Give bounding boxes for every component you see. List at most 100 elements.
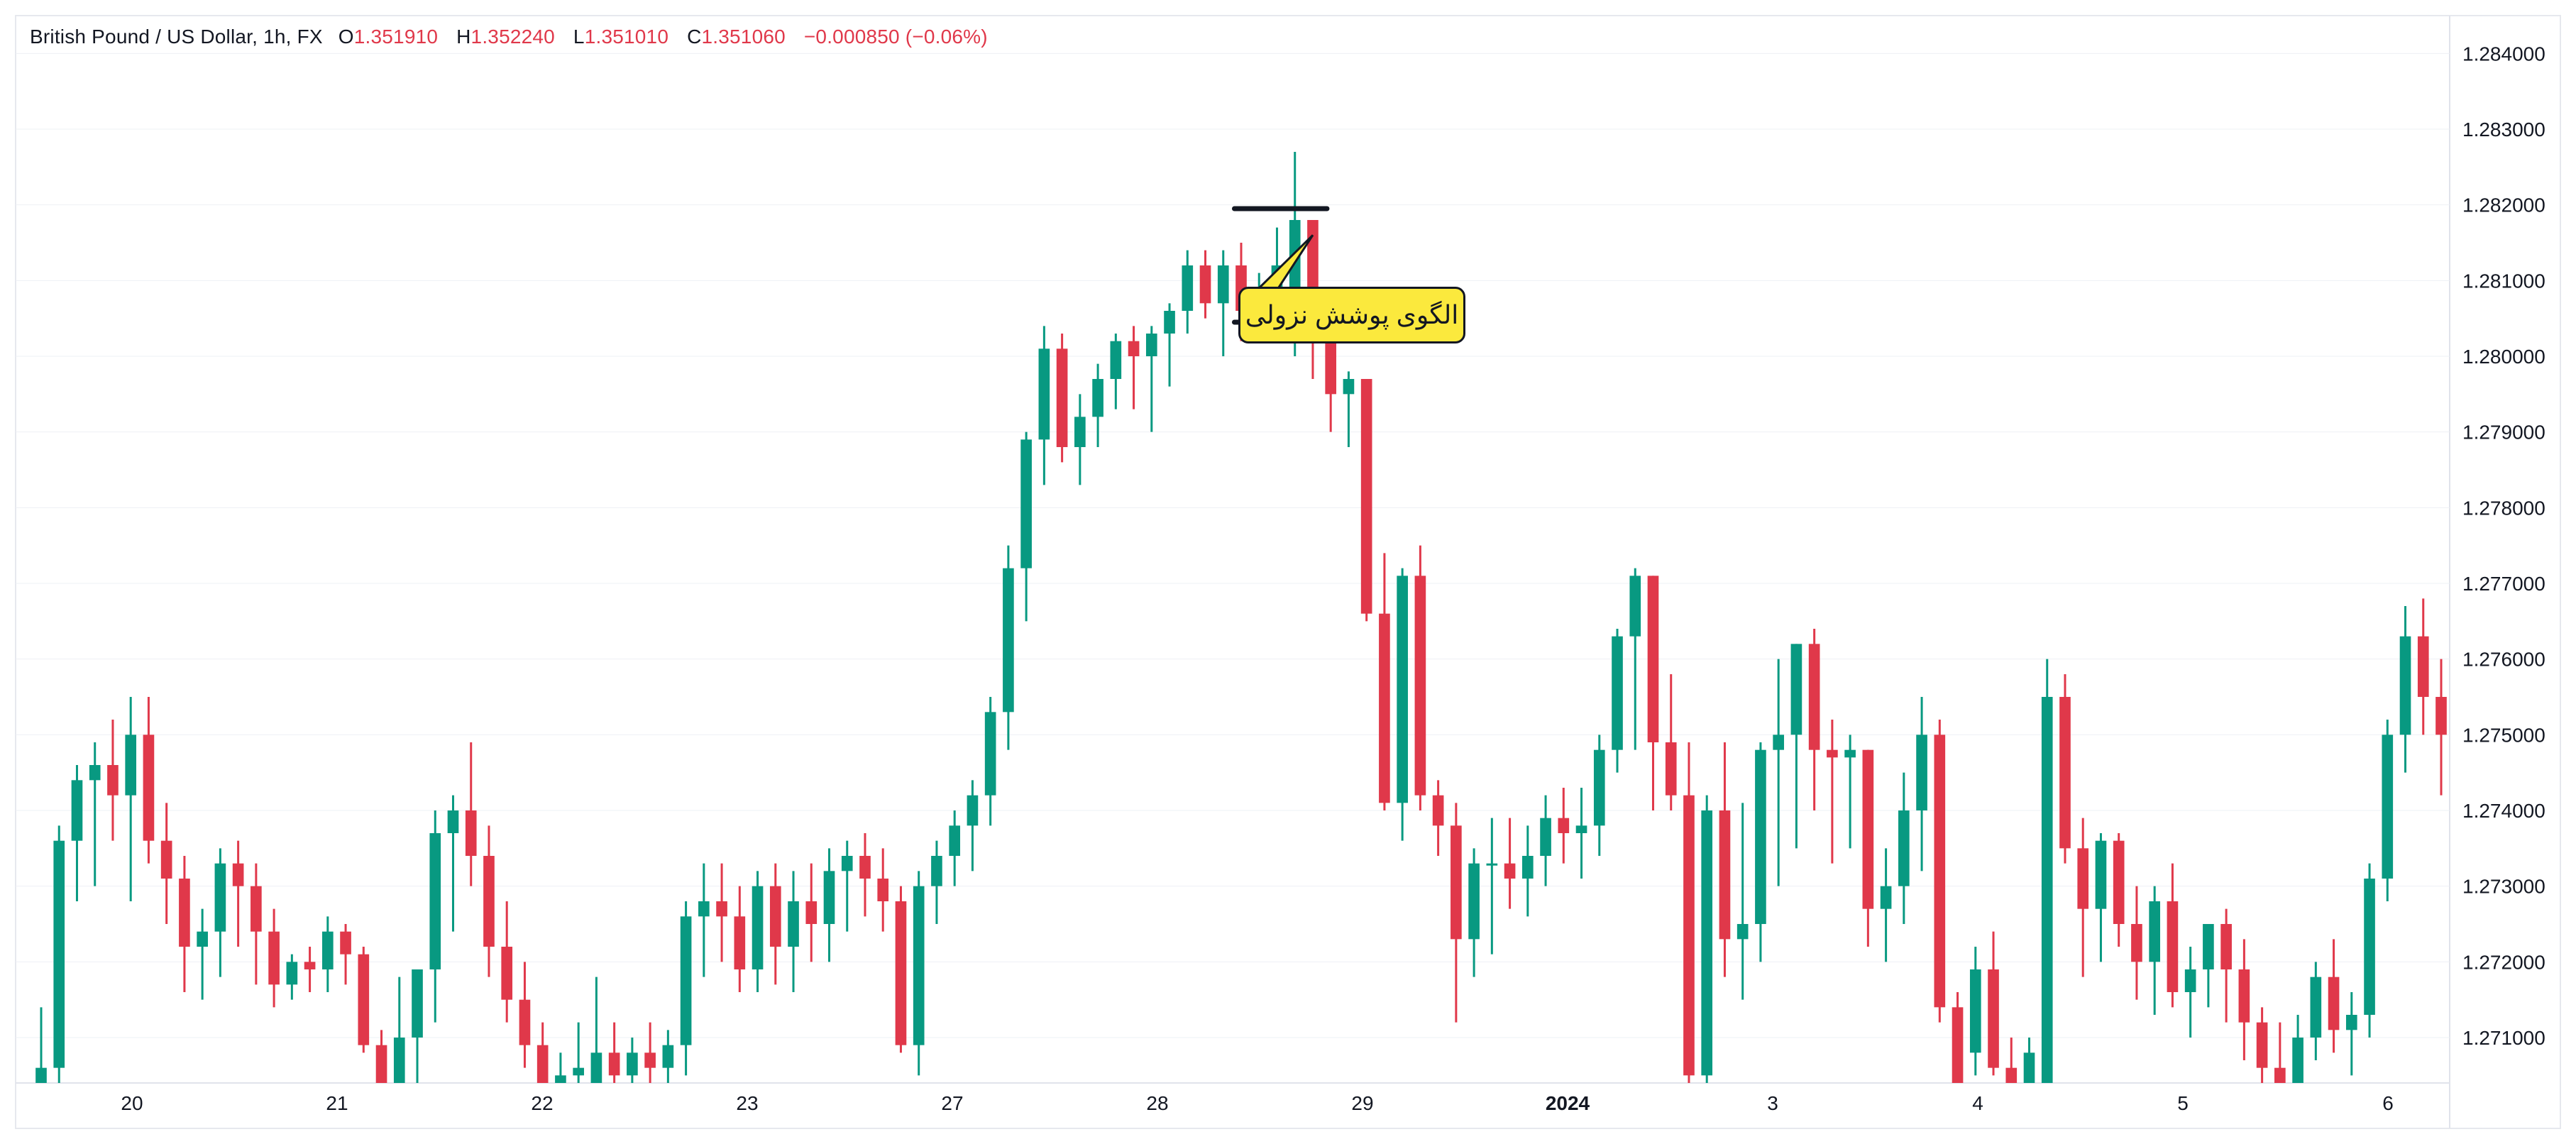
- candle-body: [1827, 749, 1838, 758]
- x-tick-label: 6: [2382, 1092, 2394, 1114]
- candle-body: [1647, 576, 1659, 742]
- candle-body: [2059, 697, 2071, 849]
- candle-body: [286, 962, 298, 985]
- y-tick-label: 1.279000: [2462, 422, 2545, 444]
- candle-body: [627, 1052, 638, 1076]
- candle-body: [590, 1052, 602, 1083]
- candle-body: [1397, 576, 1408, 803]
- high-label: H: [456, 26, 471, 48]
- candle-body: [1736, 924, 1749, 940]
- candle-body: [823, 871, 835, 924]
- candle-body: [2399, 636, 2411, 735]
- candle-body: [1593, 749, 1605, 826]
- candle-body: [2274, 1067, 2286, 1083]
- candle-body: [1934, 735, 1946, 1008]
- y-tick-label: 1.278000: [2462, 497, 2545, 519]
- candle-body: [536, 1045, 549, 1083]
- candle-body: [429, 833, 441, 969]
- candle-body: [1110, 341, 1122, 379]
- candle-body: [680, 916, 692, 1045]
- candle-body: [2149, 901, 2161, 962]
- annotation-text: الگوی پوشش نزولی: [1245, 300, 1459, 329]
- candle-body: [2023, 1052, 2035, 1083]
- candle-body: [1683, 795, 1695, 1076]
- candle-body: [2238, 969, 2250, 1023]
- candle-body: [805, 901, 818, 924]
- close-value: 1.351060: [701, 26, 786, 48]
- high-value: 1.352240: [470, 26, 555, 48]
- chart-border: [15, 15, 2561, 1129]
- x-tick-label: 23: [736, 1092, 758, 1114]
- candle-body: [1379, 613, 1390, 803]
- candle-body: [1575, 825, 1587, 833]
- candle-body: [877, 879, 889, 901]
- symbol-title: British Pound / US Dollar, 1h, FX: [30, 26, 323, 48]
- candle-body: [53, 840, 65, 1068]
- candle-body: [1880, 886, 1892, 909]
- candle-body: [1092, 379, 1103, 417]
- candle-body: [1898, 810, 1910, 886]
- candle-body: [716, 901, 727, 917]
- y-tick-label: 1.276000: [2462, 649, 2545, 671]
- candle-body: [662, 1045, 674, 1068]
- y-tick-label: 1.283000: [2462, 119, 2545, 141]
- candle-body: [1719, 810, 1731, 940]
- candle-body: [197, 931, 208, 947]
- candle-body: [2113, 840, 2125, 924]
- candle-body: [89, 765, 101, 781]
- candle-body: [2077, 848, 2089, 909]
- candle-body: [555, 1075, 566, 1083]
- pattern-annotation[interactable]: الگوی پوشش نزولی: [1238, 287, 1465, 343]
- candle-body: [2435, 697, 2447, 735]
- candle-body: [2041, 697, 2053, 1083]
- candle-body: [859, 856, 871, 879]
- candle-body: [1665, 742, 1677, 796]
- candle-body: [214, 863, 226, 932]
- y-tick-label: 1.271000: [2462, 1027, 2545, 1049]
- candle-body: [2095, 840, 2107, 909]
- candle-body: [412, 969, 423, 1038]
- candle-body: [1003, 568, 1014, 713]
- candle-body: [1612, 636, 1623, 750]
- candle-body: [268, 931, 280, 985]
- candle-body: [967, 795, 979, 826]
- candle-body: [1414, 576, 1426, 796]
- candle-body: [1701, 810, 1713, 1076]
- candle-body: [1862, 749, 1874, 909]
- x-tick-label: 21: [326, 1092, 348, 1114]
- candle-body: [375, 1045, 387, 1083]
- candle-body: [1468, 863, 1480, 940]
- candle-body: [1773, 735, 1784, 750]
- candle-body: [125, 735, 137, 796]
- candle-body: [393, 1038, 405, 1083]
- callout-pointer: [1255, 234, 1314, 291]
- candle-body: [519, 999, 531, 1045]
- low-value: 1.351010: [584, 26, 669, 48]
- candle-body: [913, 886, 925, 1045]
- candle-body: [2310, 977, 2322, 1038]
- candle-body: [984, 712, 996, 796]
- candle-body: [1056, 348, 1068, 447]
- x-tick-label: 22: [531, 1092, 553, 1114]
- y-tick-label: 1.274000: [2462, 800, 2545, 822]
- y-tick-label: 1.273000: [2462, 876, 2545, 898]
- y-tick-label: 1.281000: [2462, 270, 2545, 292]
- candle-body: [1360, 379, 1372, 614]
- candle-body: [2220, 924, 2232, 969]
- candle-body: [752, 886, 764, 969]
- candle-body: [304, 962, 316, 969]
- candle-body: [698, 901, 710, 917]
- x-tick-label: 4: [1972, 1092, 1983, 1114]
- candle-body: [2292, 1038, 2303, 1083]
- candle-body: [179, 879, 190, 947]
- candle-body: [321, 931, 334, 969]
- candle-body: [931, 856, 942, 886]
- candle-body: [1182, 265, 1194, 311]
- x-tick-label: 3: [1767, 1092, 1778, 1114]
- x-tick-label: 27: [941, 1092, 963, 1114]
- candle-body: [1217, 265, 1229, 304]
- candle-body: [1790, 644, 1802, 735]
- candle-body: [232, 863, 244, 886]
